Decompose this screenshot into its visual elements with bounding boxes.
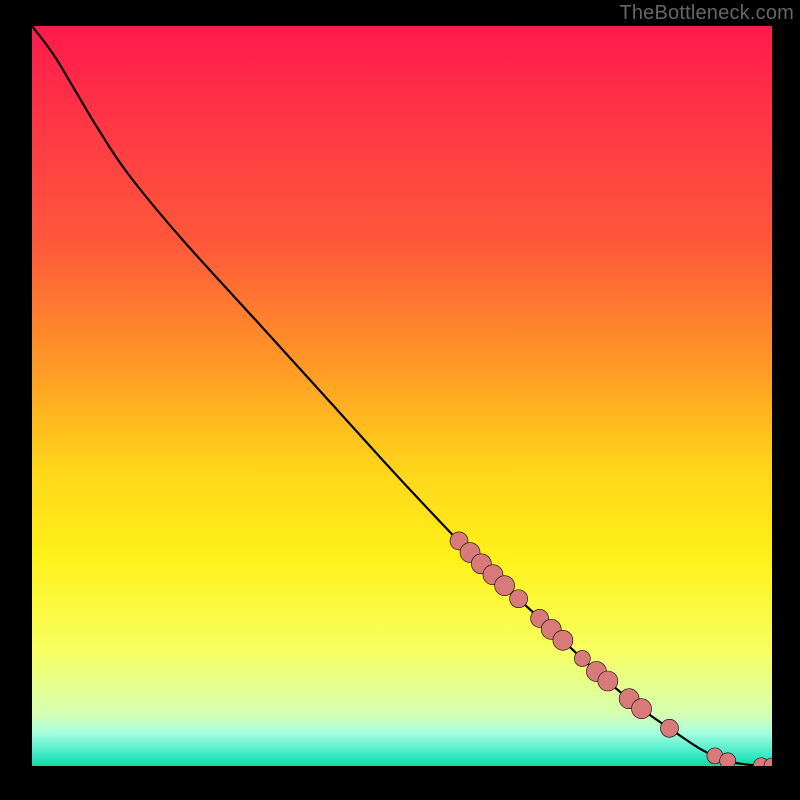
bottleneck-curve (32, 26, 772, 766)
data-marker (660, 719, 678, 737)
data-marker (553, 630, 573, 650)
data-marker (574, 650, 590, 666)
data-marker (720, 753, 736, 766)
curve-layer (32, 26, 772, 766)
watermark-text: TheBottleneck.com (619, 2, 794, 25)
data-markers (450, 532, 772, 766)
data-marker (632, 699, 652, 719)
chart-canvas: TheBottleneck.com (0, 0, 800, 800)
data-marker (598, 671, 618, 691)
plot-area (32, 26, 772, 766)
data-marker (510, 590, 528, 608)
